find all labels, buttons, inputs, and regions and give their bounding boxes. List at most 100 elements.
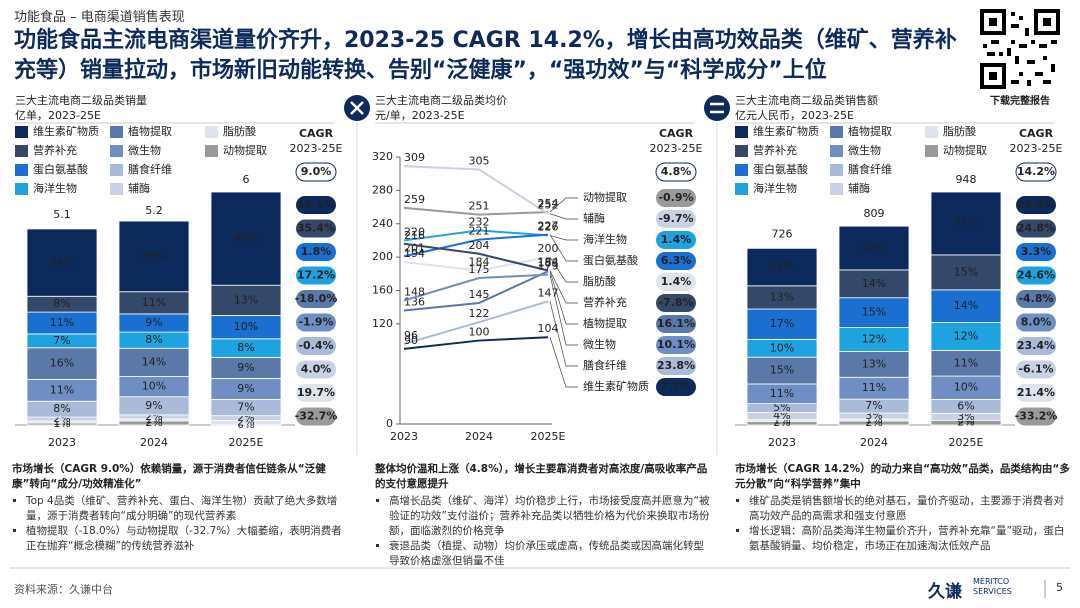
legend-swatch [830, 164, 843, 176]
series-name: 营养补充 [583, 295, 627, 309]
y-tick-label: 240 [372, 217, 393, 230]
cagr-label: -1.9% [298, 316, 333, 329]
cagr-label: -0.9% [658, 191, 693, 204]
cagr-pill [296, 219, 336, 238]
cagr-label: 26.5% [1017, 198, 1055, 211]
segment-label: 11% [142, 296, 166, 309]
legend-swatch [830, 126, 843, 138]
bar-total-label: 948 [956, 173, 977, 186]
cagr-pill [656, 336, 696, 354]
segment-label: 16% [50, 357, 74, 370]
y-tick-label: 200 [372, 250, 393, 263]
segment-label: 13% [770, 290, 794, 303]
point-label: 226 [538, 220, 559, 233]
cagr-pill [1016, 337, 1056, 355]
cagr-label: 1.4% [661, 275, 692, 288]
segment-label: 14% [954, 299, 978, 312]
segment-label: 8% [53, 297, 70, 310]
cagr-pill [1015, 162, 1057, 182]
price-line [403, 336, 549, 350]
leader [549, 270, 578, 304]
bar-segment [838, 269, 910, 299]
cagr-pill [656, 231, 696, 249]
bar-segment [118, 220, 190, 293]
cagr-label: -7.8% [658, 296, 693, 309]
cagr-pill [656, 252, 696, 270]
price-line [403, 270, 549, 312]
bar-segment [746, 356, 818, 385]
legend-swatch [15, 183, 28, 195]
x-tick-label: 2024 [860, 436, 888, 449]
segment-label: 21% [770, 260, 794, 273]
cagr-pill [296, 290, 336, 308]
leader [549, 274, 578, 346]
legend-label: 海洋生物 [753, 181, 797, 195]
cagr-pill [656, 189, 696, 207]
legend-label: 微生物 [848, 143, 881, 157]
bar-total-label: 809 [864, 207, 885, 220]
bar-segment [930, 191, 1002, 256]
segment-label: 15% [954, 265, 978, 278]
segment-label: 13% [862, 357, 886, 370]
price-line [403, 273, 549, 302]
segment-label: 7% [865, 399, 882, 412]
cagr-pill [1016, 219, 1056, 238]
cagr-label: 23.8% [657, 359, 695, 372]
cagr-label: -6.1% [1018, 363, 1053, 376]
page-number: 5 [1056, 581, 1063, 594]
x-tick-label: 2023 [48, 436, 76, 449]
equals-icon [710, 102, 724, 114]
series-name: 膳食纤维 [583, 358, 627, 372]
series-name: 微生物 [583, 337, 616, 351]
segment-label: 17% [770, 317, 794, 330]
cagr-pill [296, 243, 336, 261]
point-label: 259 [404, 193, 425, 206]
cagr-label: -0.4% [298, 339, 333, 352]
y-tick-label: 0 [386, 417, 393, 430]
brand-top: MERITCO [973, 577, 1010, 586]
x-tick-label: 2025E [531, 430, 566, 443]
legend-swatch [110, 164, 123, 176]
segment-label: 11% [50, 383, 74, 396]
legend-swatch [15, 145, 28, 157]
point-label: 122 [469, 307, 490, 320]
cagr-pill [656, 357, 696, 375]
segment-label: 10% [142, 380, 166, 393]
chart-title: 三大主流电商二级品类销售额 [735, 93, 878, 107]
cagr-label: 4.0% [301, 363, 332, 376]
segment-label: 15% [862, 306, 886, 319]
qr-code [979, 8, 1061, 90]
segment-label: 7% [237, 401, 254, 414]
segment-label: 8% [237, 341, 254, 354]
series-name: 辅酶 [583, 211, 605, 225]
series-name: 脂肪酸 [583, 274, 616, 288]
cagr-pill [1016, 243, 1056, 261]
legend-swatch [205, 145, 218, 157]
legend-label: 植物提取 [128, 124, 172, 138]
note-bullet: 衰退品类（植提、动物）均价承压或虚高，传统品类或因高端化转型导致价格虚涨但销量不… [389, 539, 713, 569]
point-label: 221 [469, 225, 490, 238]
leader [549, 256, 578, 283]
note-list: 维矿品类是销售额增长的绝对基石，量价齐驱动，主要源于消费者对高功效产品的高需求和… [735, 494, 1073, 554]
cagr-label: -18.0% [295, 292, 338, 305]
legend-label: 维生素矿物质 [753, 124, 819, 138]
point-label: 184 [469, 255, 490, 268]
legend-label: 营养补充 [753, 143, 797, 157]
series-name: 蛋白氨基酸 [583, 253, 638, 267]
bar-segment [746, 247, 818, 287]
cagr-header: CAGR [659, 127, 694, 140]
segment-label: 10% [954, 381, 978, 394]
leader [549, 197, 578, 213]
cagr-pill [656, 378, 696, 396]
legend-label: 脂肪酸 [943, 124, 976, 138]
cagr-label: 7.7% [661, 380, 692, 393]
y-tick-label: 280 [372, 183, 393, 196]
cagr-label: 35.4% [297, 222, 335, 235]
point-label: 194 [404, 247, 425, 260]
segment-label: 14% [862, 277, 886, 290]
segment-label: 34% [50, 256, 74, 269]
segment-label: 11% [954, 356, 978, 369]
note-list: Top 4品类（维矿、营养补充、蛋白、海洋生物）贡献了绝大多数增量，源于消费者转… [12, 494, 350, 554]
note: 市场增长（CAGR 14.2%）的动力来自“高功效”品类，品类结构由“多元分散”… [735, 462, 1073, 554]
